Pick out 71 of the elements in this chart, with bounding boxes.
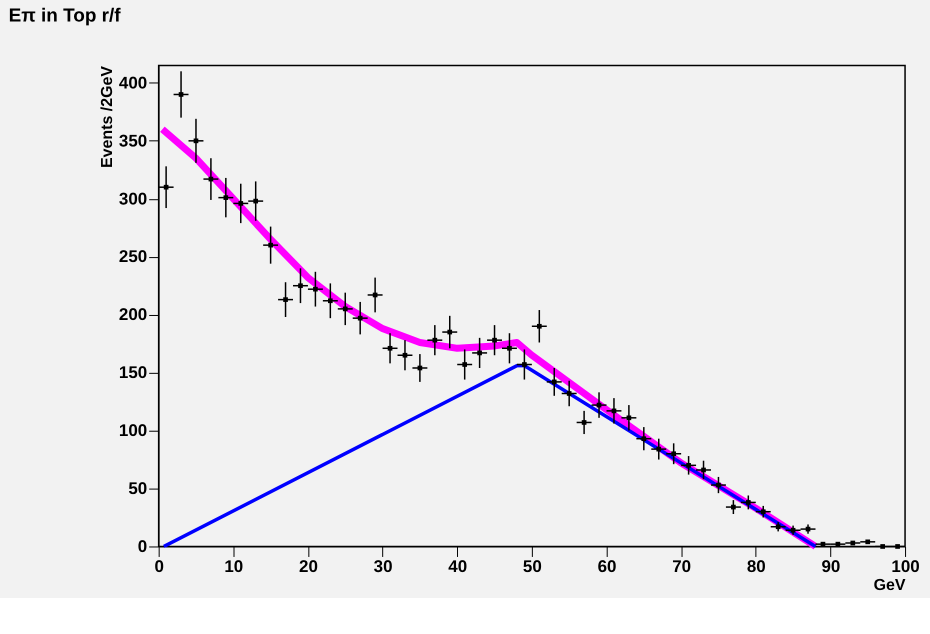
point bbox=[313, 286, 318, 292]
point bbox=[507, 346, 512, 351]
point bbox=[358, 316, 363, 320]
y-tick-label: 100 bbox=[118, 421, 148, 440]
x-tick-label: 60 bbox=[598, 556, 616, 576]
point bbox=[477, 350, 482, 356]
point bbox=[746, 500, 751, 505]
point bbox=[522, 362, 527, 367]
chart-title: Eπ in Top r/f bbox=[8, 6, 122, 27]
y-tick-label: 200 bbox=[118, 305, 148, 324]
point bbox=[208, 176, 214, 182]
y-tick-label: 300 bbox=[118, 189, 148, 208]
point bbox=[686, 463, 691, 468]
point bbox=[268, 242, 273, 248]
point bbox=[536, 324, 542, 329]
x-tick-label: 0 bbox=[154, 556, 164, 576]
point bbox=[342, 306, 348, 312]
point bbox=[895, 544, 900, 549]
point bbox=[402, 352, 408, 358]
y-tick-label: 50 bbox=[128, 479, 148, 498]
y-tick-label: 350 bbox=[118, 131, 148, 150]
point bbox=[820, 542, 826, 546]
point bbox=[418, 366, 422, 370]
point bbox=[223, 195, 228, 200]
point bbox=[388, 346, 392, 351]
point bbox=[760, 509, 766, 514]
point bbox=[641, 436, 646, 442]
point bbox=[432, 338, 438, 343]
y-tick-label: 150 bbox=[118, 363, 148, 382]
point bbox=[596, 402, 602, 408]
x-tick-label: 10 bbox=[224, 556, 244, 576]
point bbox=[671, 451, 676, 456]
x-tick-label: 20 bbox=[299, 556, 318, 576]
point bbox=[253, 198, 258, 204]
point bbox=[626, 415, 632, 420]
point bbox=[656, 446, 662, 452]
point bbox=[178, 92, 184, 97]
point bbox=[612, 408, 616, 414]
y-tick-label: 250 bbox=[118, 247, 148, 266]
x-tick-label: 70 bbox=[672, 556, 692, 576]
x-tick-label: 50 bbox=[522, 556, 542, 576]
point bbox=[238, 201, 244, 206]
point bbox=[716, 482, 721, 488]
point bbox=[194, 138, 198, 144]
point bbox=[701, 468, 706, 472]
point bbox=[328, 298, 333, 304]
point bbox=[582, 420, 586, 425]
x-tick-label: 80 bbox=[746, 556, 766, 576]
point bbox=[865, 539, 870, 544]
point bbox=[164, 184, 168, 190]
x-tick-label: 30 bbox=[374, 556, 393, 576]
point bbox=[566, 391, 572, 396]
point bbox=[850, 540, 856, 546]
point bbox=[880, 544, 885, 549]
point bbox=[462, 362, 468, 367]
x-tick-label: 40 bbox=[448, 556, 468, 576]
point bbox=[806, 526, 810, 532]
y-tick-label: 400 bbox=[118, 73, 148, 92]
point bbox=[447, 330, 452, 334]
point bbox=[298, 283, 303, 288]
point bbox=[283, 297, 288, 302]
point bbox=[552, 380, 557, 384]
x-tick-label: 90 bbox=[821, 556, 840, 576]
point bbox=[372, 292, 378, 298]
x-axis-title: GeV bbox=[874, 576, 906, 594]
point bbox=[836, 542, 840, 546]
x-tick-label: 100 bbox=[891, 556, 920, 576]
point bbox=[492, 338, 497, 343]
y-tick-label: 0 bbox=[138, 536, 148, 556]
y-axis-title: Events /2GeV bbox=[98, 66, 116, 168]
point bbox=[731, 504, 736, 510]
